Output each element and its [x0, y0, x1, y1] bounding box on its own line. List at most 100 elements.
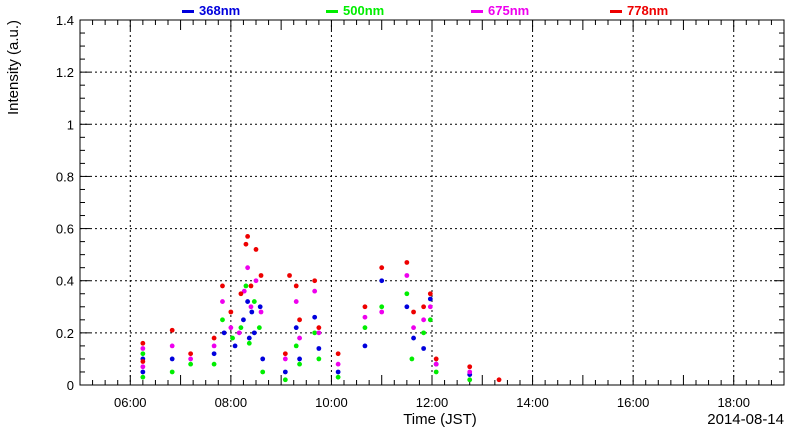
data-point-500nm: [260, 369, 266, 375]
data-points: [140, 233, 502, 383]
data-point-368nm: [169, 356, 175, 362]
data-point-675nm: [312, 288, 318, 294]
y-axis-title: Intensity (a.u.): [5, 20, 22, 115]
data-point-368nm: [221, 330, 227, 336]
y-tick-label: 0.4: [56, 274, 74, 289]
y-tick-label: 1.4: [56, 13, 74, 28]
data-point-500nm: [335, 374, 341, 380]
data-point-500nm: [251, 299, 257, 304]
data-point-675nm: [258, 309, 264, 315]
date-label: 2014-08-14: [707, 411, 784, 428]
y-tick-label: 0: [67, 378, 74, 393]
data-point-368nm: [362, 343, 368, 349]
data-point-778nm: [248, 283, 254, 289]
data-point-500nm: [230, 335, 235, 341]
legend-swatch: [326, 10, 338, 13]
data-point-675nm: [236, 330, 242, 336]
y-tick-label: 1.2: [56, 65, 74, 80]
data-point-368nm: [411, 335, 416, 341]
y-tick-label: 1: [67, 117, 74, 132]
data-point-675nm: [427, 304, 433, 310]
x-tick-label: 16:00: [617, 395, 650, 410]
data-point-500nm: [256, 325, 262, 331]
data-point-675nm: [253, 278, 259, 284]
data-point-368nm: [251, 330, 257, 336]
data-point-778nm: [140, 340, 146, 346]
data-point-368nm: [232, 343, 238, 349]
data-point-778nm: [211, 335, 217, 341]
data-point-675nm: [241, 288, 247, 294]
y-tick-label: 0.8: [56, 169, 74, 184]
legend-swatch: [471, 10, 483, 13]
data-point-368nm: [427, 296, 433, 302]
data-point-675nm: [140, 364, 146, 370]
legend-swatch: [610, 10, 622, 13]
data-point-368nm: [246, 335, 252, 341]
data-point-675nm: [293, 299, 299, 304]
data-point-500nm: [243, 283, 249, 289]
data-point-778nm: [427, 291, 433, 297]
data-point-778nm: [335, 351, 341, 357]
data-point-778nm: [496, 377, 502, 383]
data-point-500nm: [297, 361, 302, 367]
data-point-500nm: [427, 317, 433, 323]
x-tick-label: 18:00: [717, 395, 750, 410]
data-point-675nm: [220, 299, 225, 304]
data-point-500nm: [140, 374, 146, 380]
data-point-675nm: [282, 356, 288, 362]
data-point-500nm: [467, 377, 473, 383]
data-point-500nm: [421, 330, 427, 336]
data-point-500nm: [379, 304, 385, 310]
data-point-778nm: [312, 278, 318, 284]
data-point-368nm: [297, 356, 302, 362]
data-point-778nm: [188, 351, 194, 357]
data-point-778nm: [258, 273, 264, 278]
data-point-778nm: [287, 273, 292, 278]
data-point-368nm: [312, 314, 318, 320]
data-point-500nm: [312, 330, 318, 336]
data-point-675nm: [433, 361, 439, 367]
data-point-500nm: [220, 317, 225, 323]
data-point-675nm: [411, 325, 416, 331]
data-point-778nm: [228, 309, 234, 315]
x-axis-title: Time (JST): [403, 411, 477, 428]
data-point-500nm: [404, 291, 410, 297]
legend-label: 778nm: [627, 3, 668, 18]
legend-label: 675nm: [488, 3, 529, 18]
data-point-778nm: [433, 356, 439, 362]
data-point-500nm: [188, 361, 194, 367]
data-point-778nm: [169, 327, 175, 333]
data-point-675nm: [421, 317, 427, 323]
data-point-368nm: [140, 369, 146, 375]
data-point-368nm: [211, 351, 217, 357]
data-point-500nm: [238, 325, 244, 331]
data-point-778nm: [220, 283, 225, 289]
data-point-675nm: [335, 361, 341, 367]
data-point-500nm: [316, 356, 322, 362]
x-tick-label: 10:00: [315, 395, 348, 410]
data-point-778nm: [238, 291, 244, 297]
data-point-500nm: [246, 340, 252, 346]
data-point-778nm: [245, 233, 251, 239]
data-point-368nm: [404, 304, 410, 310]
data-point-500nm: [409, 356, 415, 362]
y-tick-label: 0.6: [56, 222, 74, 237]
data-point-778nm: [243, 241, 249, 247]
ticks: 06:00 08:00 10:00 12:00 14:00 16:00 18:00 0 0.2 0…: [56, 13, 785, 410]
data-point-778nm: [411, 309, 416, 315]
data-point-778nm: [421, 304, 427, 310]
data-point-675nm: [228, 325, 234, 331]
data-point-778nm: [379, 265, 385, 271]
legend-label: 500nm: [343, 3, 384, 18]
data-point-500nm: [282, 377, 288, 383]
data-point-778nm: [467, 364, 473, 370]
legend: 368nm 500nm 675nm 778nm: [182, 3, 668, 18]
data-point-675nm: [169, 343, 175, 349]
data-point-675nm: [297, 335, 302, 341]
data-point-500nm: [362, 325, 368, 331]
data-point-675nm: [362, 314, 368, 320]
data-point-500nm: [433, 369, 439, 375]
data-point-500nm: [293, 343, 299, 349]
data-point-368nm: [293, 325, 299, 331]
data-point-778nm: [253, 247, 259, 252]
